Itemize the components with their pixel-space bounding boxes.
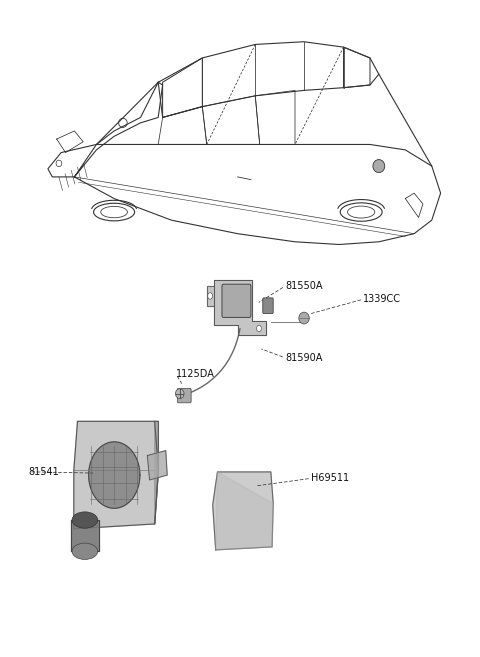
Polygon shape xyxy=(207,286,214,306)
Ellipse shape xyxy=(299,312,309,324)
Text: 81590A: 81590A xyxy=(285,353,323,363)
Polygon shape xyxy=(71,520,99,551)
Text: 1339CC: 1339CC xyxy=(363,294,401,304)
Ellipse shape xyxy=(176,389,184,399)
Polygon shape xyxy=(213,472,273,550)
Polygon shape xyxy=(74,421,158,529)
Text: 81541: 81541 xyxy=(29,467,60,477)
Text: H69511: H69511 xyxy=(311,473,349,484)
Polygon shape xyxy=(147,451,167,480)
Polygon shape xyxy=(89,442,140,509)
Polygon shape xyxy=(155,421,158,524)
Polygon shape xyxy=(216,472,273,550)
Ellipse shape xyxy=(72,543,97,560)
Ellipse shape xyxy=(373,160,385,173)
FancyBboxPatch shape xyxy=(178,388,191,403)
FancyBboxPatch shape xyxy=(263,298,273,313)
Ellipse shape xyxy=(208,292,213,299)
FancyBboxPatch shape xyxy=(222,284,251,317)
Ellipse shape xyxy=(257,325,261,332)
Ellipse shape xyxy=(72,512,97,528)
Polygon shape xyxy=(214,280,266,335)
Text: 81550A: 81550A xyxy=(285,281,323,291)
Text: 1125DA: 1125DA xyxy=(176,369,215,379)
